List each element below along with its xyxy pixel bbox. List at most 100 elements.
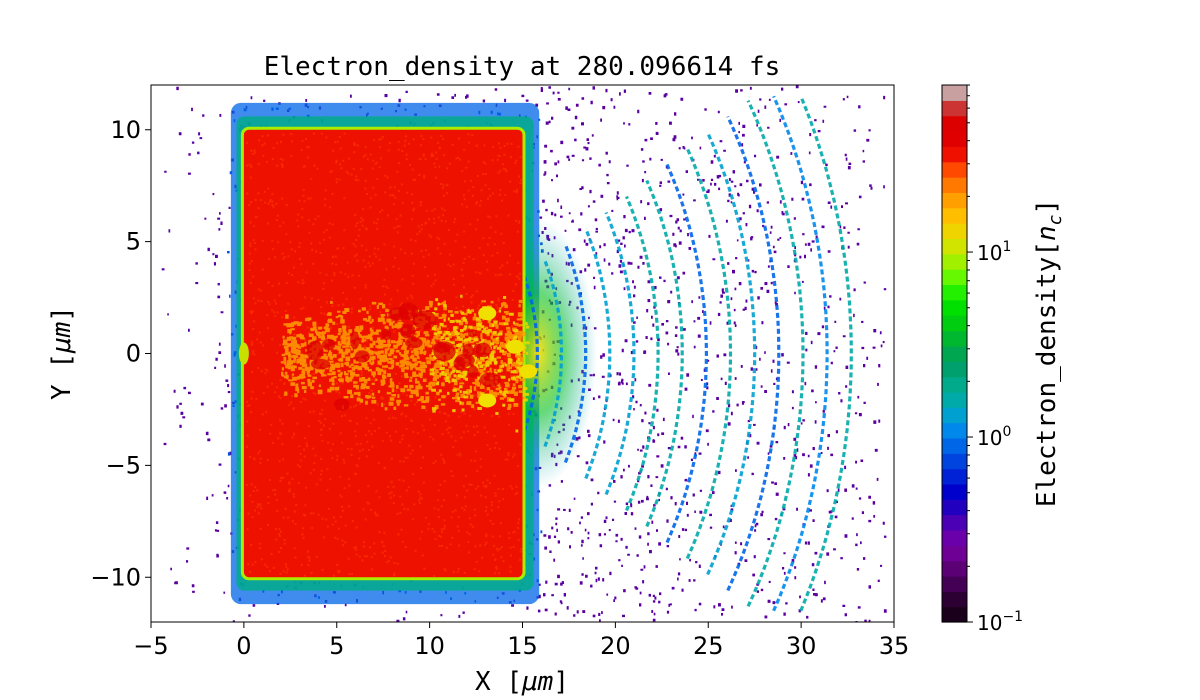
wavefront-arc <box>543 259 564 448</box>
x-tick-label: 20 <box>600 632 631 660</box>
y-tick-label: 0 <box>126 340 141 368</box>
y-axis: −10 −5 0 5 10 <box>90 116 151 591</box>
wavefront-arc <box>645 179 684 528</box>
colorbar-segment <box>942 269 967 286</box>
colorbar-segment <box>942 437 967 454</box>
colorbar-segment <box>942 514 967 531</box>
channel-knot <box>432 342 451 353</box>
colorbar-tick-label: 10−1 <box>977 609 1023 635</box>
wavefront-arc <box>625 195 660 512</box>
colorbar-segment <box>942 345 967 362</box>
colorbar-tick-label: 101 <box>977 239 1011 265</box>
channel-knot <box>453 356 466 371</box>
colorbar-segment <box>942 407 967 424</box>
wavefront-arc <box>772 95 829 612</box>
channel-knot <box>388 307 409 321</box>
x-tick-label: 5 <box>329 632 344 660</box>
colorbar-segment <box>942 299 967 316</box>
x-tick-label: 25 <box>693 632 724 660</box>
colorbar-segment <box>942 315 967 332</box>
colorbar-segment <box>942 253 967 270</box>
x-tick-label: 0 <box>236 632 251 660</box>
channel-knot <box>479 372 501 387</box>
density-heatmap <box>161 85 887 622</box>
colorbar-segment <box>942 131 967 147</box>
channel-lobe <box>478 306 497 321</box>
colorbar <box>941 84 968 623</box>
x-tick-label: 10 <box>414 632 445 660</box>
colorbar-segment <box>942 529 967 546</box>
channel-knot <box>322 338 336 351</box>
channel-knot <box>467 365 479 378</box>
colorbar-segment <box>942 192 967 209</box>
y-axis-label: Y [μm] <box>47 306 77 400</box>
colorbar-segment <box>942 499 967 516</box>
wavefront-arc <box>563 243 588 464</box>
colorbar-segment <box>942 453 967 470</box>
wavefront-arc <box>706 131 757 576</box>
channel-knot <box>354 350 370 363</box>
wavefront-arc <box>665 163 709 544</box>
colorbar-segment <box>942 115 967 132</box>
x-tick-label: 15 <box>507 632 538 660</box>
colorbar-ticks: 10−1 100 101 <box>967 84 1023 635</box>
colorbar-segment <box>942 161 967 178</box>
x-axis: −5 0 5 10 15 20 25 30 35 <box>133 622 909 660</box>
colorbar-segment <box>942 330 967 347</box>
wavefront-arc <box>522 275 540 432</box>
channel-knot <box>306 340 324 361</box>
colorbar-segment <box>942 591 967 608</box>
wavefront-arc <box>799 95 853 612</box>
colorbar-segment <box>942 177 967 193</box>
colorbar-segment <box>942 545 967 562</box>
colorbar-segment <box>942 422 967 439</box>
channel-knot <box>412 310 437 330</box>
channel-knot <box>399 324 416 339</box>
front-spot <box>238 342 249 365</box>
wavefront-arc <box>726 115 781 592</box>
channel-knot <box>467 328 477 338</box>
colorbar-segment <box>942 483 967 500</box>
y-tick-label: −5 <box>106 451 141 479</box>
x-tick-label: 35 <box>879 632 910 660</box>
colorbar-segment <box>942 238 967 255</box>
colorbar-segment <box>942 146 967 163</box>
colorbar-segment <box>942 207 967 224</box>
y-tick-label: 5 <box>126 228 141 256</box>
channel-knot <box>310 358 331 370</box>
colorbar-segment <box>942 560 967 577</box>
colorbar-label: Electron_density[nc] <box>1032 199 1066 507</box>
channel-lobe <box>519 364 538 379</box>
colorbar-segment <box>942 85 967 101</box>
colorbar-segment <box>942 223 967 240</box>
colorbar-frame <box>941 84 968 623</box>
x-axis-label: X [μm] <box>475 667 569 697</box>
wavefront-arc <box>584 227 612 480</box>
channel-knot <box>381 328 392 341</box>
channel-knot <box>405 337 423 349</box>
colorbar-segment <box>942 376 967 393</box>
colorbar-segment <box>942 361 967 378</box>
channel-knot <box>333 398 350 411</box>
colorbar-segment <box>942 284 967 301</box>
y-tick-label: 10 <box>110 116 141 144</box>
channel-lobe <box>506 339 525 354</box>
channel-yellow <box>429 294 530 433</box>
colorbar-tick-label: 100 <box>977 424 1011 450</box>
colorbar-segment <box>942 575 967 592</box>
channel-knot <box>475 342 492 358</box>
chart-title: Electron_density at 280.096614 fs <box>264 52 781 82</box>
wavefront-arc <box>685 147 733 560</box>
colorbar-segment <box>942 100 967 117</box>
colorbar-segment <box>942 391 967 408</box>
colorbar-segment <box>942 606 967 623</box>
x-tick-label: 30 <box>786 632 817 660</box>
colorbar-segment <box>942 468 967 485</box>
channel-lobe <box>478 393 497 408</box>
y-tick-label: −10 <box>90 563 141 591</box>
wavefront-arc <box>746 99 805 608</box>
x-tick-label: −5 <box>133 632 168 660</box>
wavefront-arc <box>604 211 636 496</box>
channel-knot <box>350 331 360 350</box>
